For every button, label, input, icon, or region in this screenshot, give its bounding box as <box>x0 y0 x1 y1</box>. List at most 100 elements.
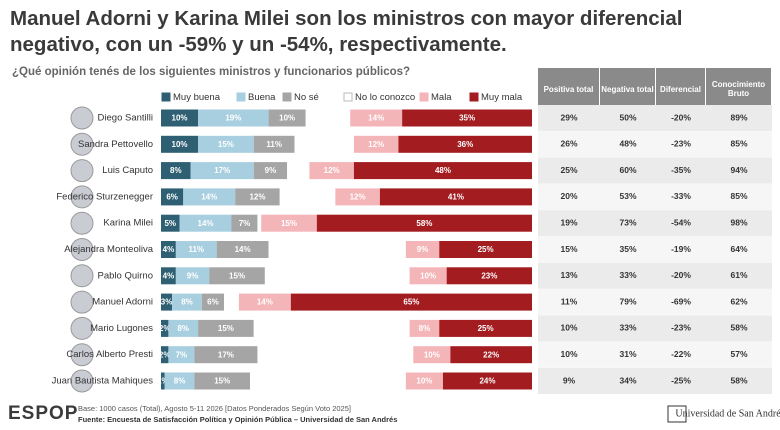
bar-segment <box>294 135 354 153</box>
legend-label: Muy mala <box>481 92 523 103</box>
table-cell: 85% <box>730 191 747 201</box>
table-cell: 10% <box>560 349 577 359</box>
value-label: 4% <box>163 245 175 254</box>
category-label: Diego Santilli <box>98 113 153 124</box>
category-label: Juan Bautista Mahiques <box>52 376 154 387</box>
bar-segment <box>316 214 532 232</box>
bar-segment <box>335 188 380 206</box>
table-header-box: Conocimiento Bruto <box>711 80 766 98</box>
legend-swatch <box>343 92 353 102</box>
table-cell: 29% <box>560 112 577 122</box>
value-label: 9% <box>417 245 429 254</box>
value-label: 12% <box>350 193 366 202</box>
table-cell: 31% <box>619 349 636 359</box>
bar-segment <box>309 162 354 180</box>
table-row <box>538 368 772 394</box>
bar-segment <box>194 346 258 364</box>
bar-segment <box>439 319 532 337</box>
value-label: 2% <box>159 350 171 359</box>
table-cell: 19% <box>560 217 577 227</box>
category-label: Pablo Quirno <box>98 270 153 281</box>
bar-segment <box>183 188 236 206</box>
table-header: Conocimiento Bruto <box>711 80 766 98</box>
table-cell: 50% <box>619 112 636 122</box>
table-cell: 98% <box>730 217 747 227</box>
table-cell: -23% <box>671 139 691 149</box>
table-row <box>538 236 772 263</box>
bar-segment <box>179 214 232 232</box>
bar-segment <box>446 267 532 285</box>
table-cell: 60% <box>619 165 636 175</box>
value-label: 10% <box>172 140 188 149</box>
table-cell: 20% <box>560 191 577 201</box>
table-cell: 94% <box>730 165 747 175</box>
value-label: 7% <box>176 350 188 359</box>
table-cell: -22% <box>671 349 691 359</box>
bar-segment <box>350 109 403 127</box>
bar-segment <box>353 162 532 180</box>
value-label: 2% <box>159 324 171 333</box>
table-cell: 9% <box>563 375 576 385</box>
table-cell: 73% <box>619 217 636 227</box>
table-header-cell <box>600 68 655 110</box>
value-label: 8% <box>174 377 186 386</box>
table-cell: 11% <box>561 296 578 306</box>
table-row <box>538 157 772 184</box>
legend-label: No lo conozco <box>355 92 415 103</box>
bar-segment <box>238 293 291 311</box>
bar-segment <box>161 267 176 285</box>
bar-segment <box>161 319 169 337</box>
avatar <box>70 238 94 261</box>
value-label: 8% <box>419 324 431 333</box>
table-header: Diferencial <box>660 84 701 94</box>
bar-segment <box>161 135 199 153</box>
bar-segment <box>379 188 532 206</box>
legend-swatch <box>282 92 292 102</box>
value-label: 3% <box>161 298 173 307</box>
bar-segment <box>201 293 225 311</box>
value-label: 22% <box>483 350 499 359</box>
table-cell: -20% <box>671 112 691 122</box>
value-label: 11% <box>188 245 204 254</box>
bar-segment <box>161 162 191 180</box>
bar-segment <box>175 267 210 285</box>
table-header: Positiva total <box>543 84 594 94</box>
table-cell: 61% <box>730 270 747 280</box>
bar-segment <box>268 241 406 258</box>
value-label: 25% <box>478 245 494 254</box>
table-header-cell <box>706 68 771 110</box>
bar-segment <box>161 188 184 206</box>
bar-segment <box>268 109 306 127</box>
bar-segment <box>442 372 532 390</box>
table-header-cell <box>538 68 599 110</box>
value-label: 41% <box>448 193 464 202</box>
value-label: 15% <box>218 324 234 333</box>
table-cell: 15% <box>560 244 577 254</box>
value-label: 15% <box>229 271 245 280</box>
category-label: Karina Milei <box>103 218 153 229</box>
table-row <box>538 341 772 368</box>
value-label: 10% <box>420 271 436 280</box>
table-row <box>538 315 772 342</box>
table-cell: 10% <box>560 323 577 333</box>
table-cell: -23% <box>671 323 691 333</box>
bar-segment <box>450 346 532 364</box>
title-box: Manuel Adorni y Karina Milei son los min… <box>10 7 682 56</box>
value-label: 11% <box>266 140 282 149</box>
bar-segment <box>194 372 251 390</box>
avatar <box>70 106 94 130</box>
bar-segment <box>253 319 410 337</box>
bar-segment <box>405 241 440 258</box>
table-cell: 58% <box>730 375 747 385</box>
value-label: 15% <box>214 377 230 386</box>
value-label: 6% <box>166 193 178 202</box>
avatar <box>70 211 94 235</box>
value-label: 12% <box>249 193 265 202</box>
bar-segment <box>264 267 410 285</box>
bar-segment <box>257 214 262 232</box>
logo: ESPOP <box>8 403 78 424</box>
bar-segment <box>439 241 532 258</box>
table-header: Negativa total <box>601 84 654 94</box>
bar-segment <box>305 109 351 127</box>
